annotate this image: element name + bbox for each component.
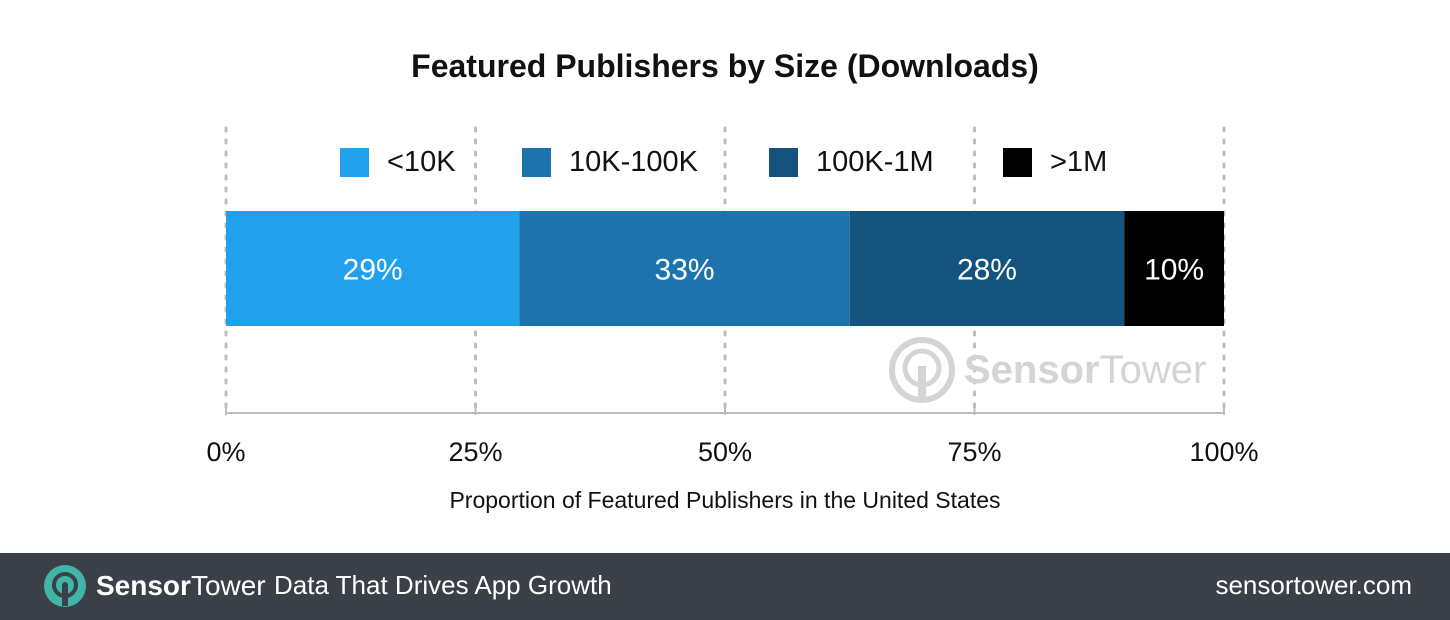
legend-item-lt10k: <10K xyxy=(340,146,456,179)
sensortower-watermark: Sensor Tower xyxy=(888,336,1206,404)
footer-brand-bold: Sensor xyxy=(96,570,191,601)
sensortower-logo-icon xyxy=(44,565,86,607)
footer-brand: SensorTower xyxy=(96,570,266,602)
x-tick-label: 25% xyxy=(448,437,502,467)
bar-segment xyxy=(519,211,850,326)
chart-plot: 29% 33% 28% 10% 0% 25% 50% 75% 100% xyxy=(206,126,1259,467)
x-tick-label: 100% xyxy=(1189,437,1258,467)
legend-swatch xyxy=(1003,148,1032,177)
x-tick-label: 75% xyxy=(947,437,1001,467)
legend-swatch xyxy=(769,148,798,177)
footer-logo[interactable]: SensorTower xyxy=(42,563,266,609)
watermark-brand-light: Tower xyxy=(1099,347,1207,392)
footer-url-link[interactable]: sensortower.com xyxy=(1215,570,1412,600)
bar-data-label: 29% xyxy=(343,254,403,287)
legend-label: <10K xyxy=(387,146,456,178)
bar-data-label: 28% xyxy=(957,254,1017,287)
bar-segment xyxy=(849,211,1125,326)
legend-swatch xyxy=(522,148,551,177)
legend: <10K 10K-100K 100K-1M >1M xyxy=(0,146,1450,186)
legend-item-10k-100k: 10K-100K xyxy=(522,146,698,179)
bars: 29% 33% 28% 10% xyxy=(226,211,1224,326)
legend-label: >1M xyxy=(1050,146,1108,178)
legend-swatch xyxy=(340,148,369,177)
legend-label: 10K-100K xyxy=(569,146,698,178)
legend-label: 100K-1M xyxy=(816,146,934,178)
x-axis-label: Proportion of Featured Publishers in the… xyxy=(449,487,1001,513)
x-tick-label: 0% xyxy=(206,437,245,467)
bar-segment xyxy=(1124,211,1224,326)
sensortower-logo-icon xyxy=(889,337,955,403)
bar-segment xyxy=(226,211,520,326)
x-axis: 0% 25% 50% 75% 100% xyxy=(206,407,1259,467)
legend-item-gt1m: >1M xyxy=(1003,146,1107,179)
footer-brand-light: Tower xyxy=(190,570,266,601)
footer-bar: SensorTower Data That Drives App Growth … xyxy=(0,553,1450,620)
bar-data-label: 33% xyxy=(655,254,715,287)
chart-title: Featured Publishers by Size (Downloads) xyxy=(411,48,1039,84)
legend-item-100k-1m: 100K-1M xyxy=(769,146,934,179)
watermark-brand-bold: Sensor xyxy=(964,347,1100,392)
footer-tagline: Data That Drives App Growth xyxy=(274,570,612,600)
bar-data-label: 10% xyxy=(1144,254,1204,287)
x-tick-label: 50% xyxy=(698,437,752,467)
